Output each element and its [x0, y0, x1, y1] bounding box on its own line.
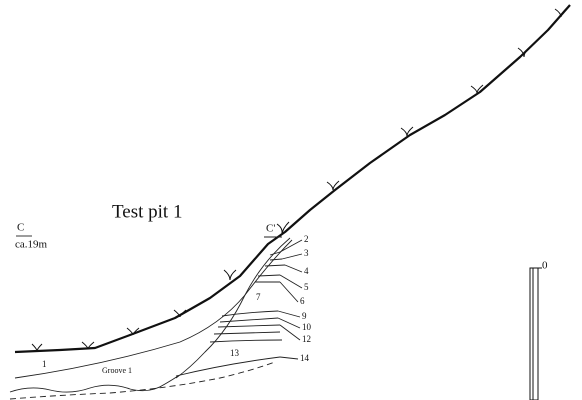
scale-label: 0	[542, 260, 548, 272]
section-drawing: Test pit 1 C ca.19m C' 1 Groove 1 2 3 4 …	[0, 0, 582, 400]
layer-label: 5	[304, 282, 309, 292]
datum-elevation: ca.19m	[15, 239, 48, 251]
layer-label: 6	[300, 296, 305, 306]
datum-label: C	[17, 222, 24, 234]
layer-label: 9	[302, 311, 307, 321]
ground-surface	[15, 5, 570, 352]
layer-label: 4	[304, 266, 309, 276]
layer-label: 12	[302, 334, 311, 344]
layer-label: 13	[230, 348, 240, 358]
layer-label: 14	[300, 353, 310, 363]
title: Test pit 1	[112, 201, 182, 222]
layer-label: 2	[304, 234, 309, 244]
layer-label: 7	[256, 292, 261, 302]
layer-lines	[10, 238, 292, 399]
page: {"title": "Test pit 1", "datum": {"label…	[0, 0, 582, 400]
section-end-label: C'	[266, 223, 275, 235]
layer-label: Groove 1	[102, 366, 132, 375]
scale-bar	[530, 268, 538, 400]
layer-label: 1	[42, 359, 47, 369]
layer-label: 10	[302, 322, 312, 332]
layer-label: 3	[304, 248, 309, 258]
leader-lines	[278, 240, 302, 359]
